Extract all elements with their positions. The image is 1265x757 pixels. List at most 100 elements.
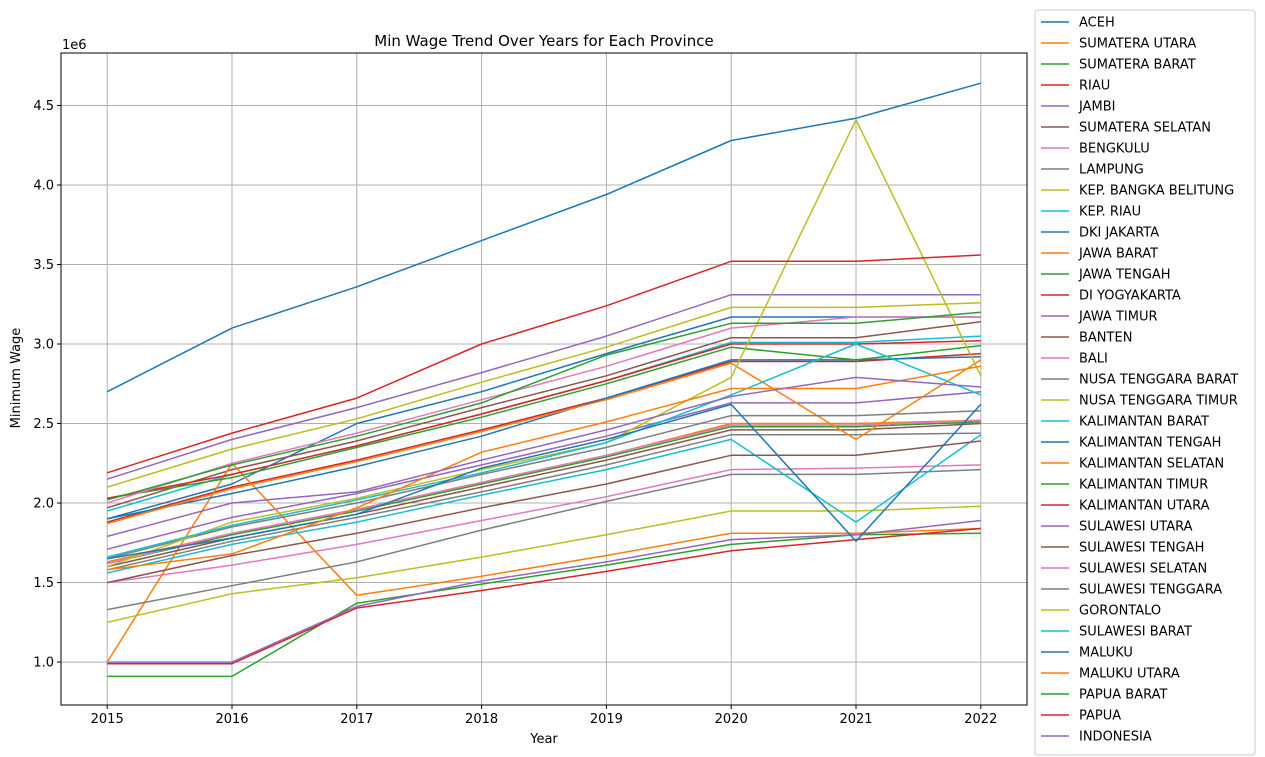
legend-entry: SULAWESI TENGAH	[1041, 541, 1204, 556]
plot-frame	[60, 52, 1028, 706]
legend-entry: BALI	[1041, 352, 1108, 367]
legend-label: SUMATERA BARAT	[1079, 58, 1196, 73]
legend-label: KALIMANTAN TIMUR	[1079, 478, 1208, 493]
series-line-23	[107, 340, 981, 500]
legend-entry: DI YOGYAKARTA	[1041, 289, 1181, 304]
y-tick-label: 4.0	[33, 178, 54, 193]
y-axis-label: Minimum Wage	[9, 328, 24, 429]
legend-entry: ACEH	[1041, 16, 1115, 31]
series-line-0	[106, 316, 981, 520]
series-line-17	[107, 468, 981, 611]
legend-label: NUSA TENGGARA BARAT	[1079, 373, 1238, 388]
legend-entry: JAWA TIMUR	[1041, 310, 1158, 325]
x-tick-label: 2019	[590, 712, 623, 727]
series-line-27	[107, 410, 981, 560]
legend-entry: SUMATERA UTARA	[1041, 37, 1196, 52]
series-line-4	[107, 390, 981, 550]
legend-entry: KALIMANTAN TENGAH	[1041, 436, 1221, 451]
legend-label: KEP. RIAU	[1079, 205, 1141, 220]
legend-label: BALI	[1079, 352, 1108, 367]
legend-label: SULAWESI SELATAN	[1079, 562, 1207, 577]
legend-label: RIAU	[1079, 79, 1110, 94]
legend-label: SULAWESI TENGAH	[1079, 541, 1204, 556]
legend-label: JAWA TENGAH	[1078, 268, 1171, 283]
legend-label: SUMATERA UTARA	[1079, 37, 1196, 52]
legend-label: LAMPUNG	[1079, 163, 1144, 178]
series-line-29	[107, 343, 982, 558]
series-line-13	[107, 527, 981, 665]
legend-entry: JAWA BARAT	[1041, 247, 1158, 262]
series-line-3	[106, 352, 981, 523]
series-line-30	[107, 403, 982, 560]
series-line-11	[106, 462, 981, 663]
series-line-26	[106, 316, 981, 504]
legend-label: MALUKU UTARA	[1079, 667, 1180, 682]
legend-label: SUMATERA SELATAN	[1079, 121, 1211, 136]
x-tick-label: 2016	[215, 712, 248, 727]
legend-label: JAMBI	[1078, 100, 1115, 115]
legend-entry: SUMATERA BARAT	[1041, 58, 1196, 73]
y-tick-label: 3.0	[33, 338, 54, 353]
legend-entry: SULAWESI TENGGARA	[1041, 583, 1222, 598]
x-tick-label: 2018	[465, 712, 498, 727]
legend-entry: SULAWESI SELATAN	[1041, 562, 1207, 577]
legend-entry: INDONESIA	[1041, 730, 1152, 745]
series-line-18	[107, 505, 981, 624]
series-line-31	[107, 365, 981, 571]
series-line-10	[106, 82, 982, 393]
series-line-6	[107, 464, 981, 584]
legend-label: ACEH	[1079, 16, 1115, 31]
series-line-5	[106, 321, 981, 509]
y-tick-label: 3.5	[33, 258, 54, 273]
series-line-7	[107, 432, 981, 571]
series-line-22	[107, 344, 981, 500]
legend-entry: KEP. RIAU	[1041, 205, 1141, 220]
y-tick-label: 1.5	[33, 576, 54, 591]
legend-label: DI YOGYAKARTA	[1079, 289, 1181, 304]
legend-label: PAPUA	[1079, 709, 1121, 724]
legend-entry: SULAWESI UTARA	[1041, 520, 1193, 535]
legend-label: NUSA TENGGARA TIMUR	[1079, 394, 1238, 409]
y-tick-label: 4.5	[33, 99, 54, 114]
legend-entry: NUSA TENGGARA TIMUR	[1041, 394, 1238, 409]
x-tick-label: 2015	[91, 712, 124, 727]
series-line-24	[106, 293, 981, 480]
legend: ACEH SUMATERA UTARA SUMATERA BARAT RIAU JAMB…	[1034, 9, 1256, 756]
legend-entry: SULAWESI BARAT	[1041, 625, 1192, 640]
legend-entry: NUSA TENGGARA BARAT	[1041, 373, 1238, 388]
legend-entry: DKI JAKARTA	[1041, 226, 1159, 241]
legend-label: MALUKU	[1079, 646, 1133, 661]
legend-entry: PAPUA BARAT	[1041, 688, 1167, 703]
legend-entry: PAPUA	[1041, 709, 1121, 724]
legend-entry: JAMBI	[1041, 100, 1115, 115]
legend-entry: KALIMANTAN SELATAN	[1041, 457, 1224, 472]
legend-label: GORONTALO	[1079, 604, 1161, 619]
x-tick-label: 2020	[715, 712, 748, 727]
series-line-25	[107, 440, 981, 584]
legend-entry: MALUKU UTARA	[1041, 667, 1180, 682]
legend-label: BANTEN	[1079, 331, 1132, 346]
legend-label: SULAWESI BARAT	[1079, 625, 1192, 640]
series-line-8	[106, 301, 981, 488]
legend-entry: MALUKU	[1041, 646, 1133, 661]
series-line-32	[106, 311, 981, 501]
x-tick-label: 2022	[964, 712, 997, 727]
legend-entry: KEP. BANGKA BELITUNG	[1041, 184, 1234, 199]
x-tick-label: 2021	[839, 712, 872, 727]
legend-label: DKI JAKARTA	[1079, 226, 1159, 241]
series-line-20	[107, 355, 981, 520]
series-line-34	[107, 376, 981, 538]
legend-entry: KALIMANTAN TIMUR	[1041, 478, 1208, 493]
legend-label: KALIMANTAN TENGAH	[1079, 436, 1221, 451]
legend-entry: GORONTALO	[1041, 604, 1161, 619]
y-tick-label: 1.0	[33, 656, 54, 671]
legend-entry: KALIMANTAN BARAT	[1041, 415, 1209, 430]
legend-label: KALIMANTAN BARAT	[1079, 415, 1209, 430]
series-line-16	[107, 419, 981, 565]
legend-entry: LAMPUNG	[1041, 163, 1144, 178]
legend-label: KALIMANTAN SELATAN	[1079, 457, 1224, 472]
legend-label: BENGKULU	[1079, 142, 1150, 157]
legend-label: PAPUA BARAT	[1079, 688, 1167, 703]
tick-layer: 2015 2016 2017 2018 2019 2020 2021 2022 1.0 1.5 2.…	[33, 99, 997, 727]
